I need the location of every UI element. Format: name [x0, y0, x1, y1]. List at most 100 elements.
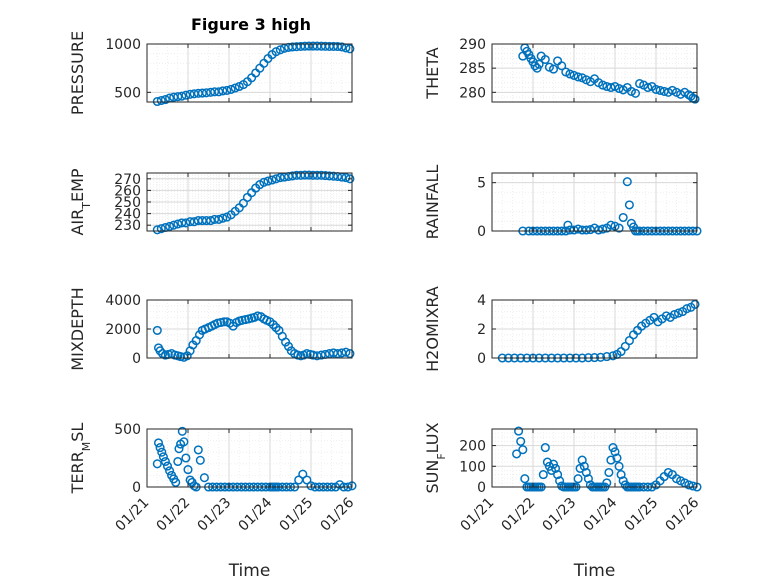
y-tick-label: 4000 — [105, 293, 141, 309]
data-point — [553, 56, 563, 66]
data-point — [612, 453, 622, 463]
data-point — [620, 341, 630, 351]
x-axis-label: Time — [228, 561, 271, 581]
y-axis-label-subscript: T — [80, 202, 93, 210]
x-tick-label: 01/22 — [154, 495, 194, 535]
data-point — [165, 221, 175, 231]
data-point — [606, 220, 616, 230]
data-point — [542, 457, 552, 467]
data-point — [193, 445, 203, 455]
y-tick-label: 2000 — [105, 322, 141, 338]
data-point — [271, 323, 281, 333]
data-point — [610, 447, 620, 457]
data-point — [341, 173, 351, 183]
y-tick-label: 240 — [114, 207, 141, 223]
y-tick-label: 230 — [114, 218, 141, 234]
x-tick-label: 01/22 — [499, 495, 539, 535]
data-point — [337, 42, 347, 52]
data-point — [635, 79, 645, 89]
data-point — [263, 176, 273, 186]
data-point — [518, 445, 528, 455]
y-axis-label: RAINFALL — [423, 165, 442, 240]
data-point — [548, 459, 559, 469]
data-point — [598, 80, 608, 90]
data-point — [643, 82, 653, 93]
y-axis-label-subscript: F — [435, 453, 448, 459]
data-point — [177, 426, 187, 436]
data-point — [616, 470, 626, 480]
y-axis-label: MIXDEPTH — [68, 287, 87, 370]
figure-title: Figure 3 high — [191, 15, 311, 34]
data-point — [201, 216, 211, 226]
data-point — [157, 447, 167, 457]
data-point — [181, 453, 191, 463]
y-tick-label: 280 — [459, 85, 486, 101]
data-point — [345, 44, 355, 54]
data-point — [152, 225, 162, 235]
data-point — [573, 72, 583, 82]
data-point — [195, 455, 205, 465]
data-point — [690, 94, 700, 104]
data-point — [173, 92, 183, 102]
y-tick-label: 500 — [114, 85, 141, 101]
subplot-7: 0 500 01/21 01/22 01/23 01/24 01/25 01/26 Time TE… — [68, 422, 357, 581]
data-point — [181, 90, 191, 100]
y-tick-label: 100 — [459, 459, 486, 475]
data-point — [673, 308, 684, 318]
axes-box — [146, 428, 353, 488]
data-point — [608, 351, 618, 361]
subplot-4: 0 5 RAINFALL — [423, 165, 702, 240]
y-axis-label-part: AIR — [68, 209, 87, 236]
y-tick-label: 0 — [132, 480, 141, 496]
data-point — [179, 437, 189, 447]
data-point — [520, 474, 530, 484]
y-tick-label: 0 — [132, 351, 141, 367]
data-point — [606, 455, 616, 465]
y-tick-label: 500 — [114, 422, 141, 438]
y-axis-label-part: LUX — [423, 422, 442, 453]
data-point — [581, 225, 591, 235]
data-point — [155, 443, 165, 453]
y-axis-label: AIRTEMP — [68, 168, 93, 235]
y-tick-label: 250 — [114, 195, 141, 211]
data-point — [271, 47, 281, 57]
axes-box — [491, 428, 698, 488]
data-point — [156, 95, 166, 106]
axes-box — [146, 43, 353, 103]
data-point — [573, 474, 583, 484]
data-point — [152, 459, 162, 469]
x-tick-label: 01/26 — [318, 495, 358, 535]
x-tick-label: 01/24 — [581, 495, 621, 535]
data-point — [152, 325, 162, 335]
y-axis-label-part: EMP — [68, 168, 87, 202]
data-point — [622, 177, 632, 187]
data-point — [548, 64, 559, 74]
subplot-1: 500 1000 PRESSURE — [68, 31, 355, 115]
data-point — [557, 61, 567, 71]
data-point — [312, 351, 322, 361]
subplot-2: 280 285 290 THETA — [423, 37, 700, 104]
data-point — [275, 45, 285, 55]
data-point — [553, 470, 563, 480]
y-tick-label: 0 — [477, 480, 486, 496]
data-point — [169, 220, 179, 230]
data-point — [598, 224, 608, 234]
subplot-8: 0 100 200 01/21 01/22 01/23 01/24 01/25 01/26 Tim… — [423, 422, 702, 581]
y-axis-label: PRESSURE — [68, 31, 87, 115]
data-point — [242, 192, 252, 202]
data-point — [183, 465, 193, 475]
y-axis-label-part: TERR — [68, 451, 87, 494]
data-point — [197, 88, 207, 98]
data-point — [219, 317, 229, 327]
y-tick-label: 4 — [477, 293, 486, 309]
data-point — [608, 443, 618, 453]
data-point — [583, 474, 593, 484]
data-point — [602, 352, 612, 362]
x-tick-label: 01/26 — [663, 495, 703, 535]
data-point — [690, 299, 700, 309]
data-point — [328, 171, 339, 181]
y-tick-label: 1000 — [105, 37, 141, 53]
data-point — [550, 463, 561, 473]
data-point — [614, 461, 624, 471]
